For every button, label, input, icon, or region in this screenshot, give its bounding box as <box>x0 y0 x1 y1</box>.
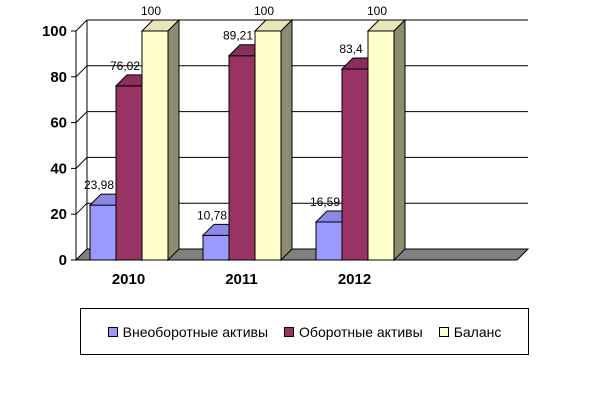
y-tick-label-5: 100 <box>42 23 67 40</box>
legend-item-current: Оборотные активы <box>284 324 423 340</box>
bar-2-0-front <box>315 221 343 261</box>
bar-0-1-front <box>115 85 143 261</box>
y-tick-label-3: 60 <box>50 115 67 132</box>
data-label-1-0: 10,78 <box>197 208 227 222</box>
legend-label-balance: Баланс <box>453 323 502 340</box>
bar-1-2-front <box>254 30 282 261</box>
legend-swatch-current <box>284 326 295 337</box>
data-label-0-0: 23,98 <box>84 178 114 192</box>
bar-1-0-front <box>202 234 230 261</box>
x-tick-label-0: 2010 <box>112 271 145 288</box>
bar-2-1-front <box>341 68 369 261</box>
data-label-2-0: 16,59 <box>310 195 340 209</box>
bar-2-2-side <box>393 18 406 262</box>
bar-0-0-front <box>89 204 117 261</box>
legend-label-noncurrent: Внеоборотные активы <box>122 323 269 340</box>
data-label-0-2: 100 <box>141 4 161 18</box>
legend-label-current: Оборотные активы <box>299 323 423 340</box>
legend-swatch-noncurrent <box>107 326 118 337</box>
bar-0-2-front <box>141 30 169 261</box>
chart-canvas: 0 20 40 60 80 100 2010 23,98 76,02 100 2011 10,78 89… <box>42 4 530 288</box>
bar-1-2-side <box>280 18 293 262</box>
data-label-0-1: 76,02 <box>110 59 140 73</box>
y-tick-label-4: 80 <box>50 69 67 86</box>
legend-swatch-balance <box>438 326 449 337</box>
chart-legend: Внеоборотные активы Оборотные активы Бал… <box>80 308 529 355</box>
data-label-1-2: 100 <box>254 4 274 18</box>
data-label-2-2: 100 <box>367 4 387 18</box>
data-label-1-1: 89,21 <box>223 29 253 43</box>
legend-item-balance: Баланс <box>438 323 502 340</box>
bar-2-2-front <box>367 30 395 261</box>
data-label-2-1: 83,4 <box>339 42 363 56</box>
x-tick-label-2: 2012 <box>338 271 371 288</box>
y-tick-label-1: 20 <box>50 206 67 223</box>
bar-0-2-side <box>167 18 180 262</box>
x-tick-label-1: 2011 <box>225 271 258 288</box>
legend-item-noncurrent: Внеоборотные активы <box>107 323 269 340</box>
y-tick-label-0: 0 <box>59 252 67 269</box>
y-tick-label-2: 40 <box>50 160 67 177</box>
bar-1-1-front <box>228 55 256 261</box>
